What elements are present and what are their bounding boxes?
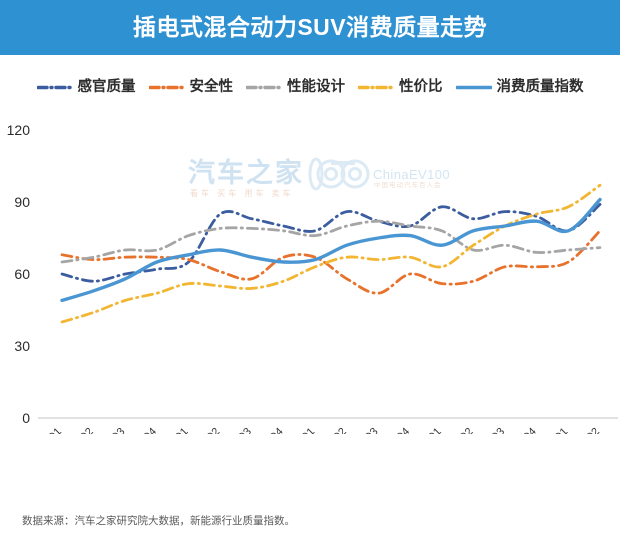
- x-axis-tick-2023Q2: 2023Q2: [566, 426, 602, 434]
- line-chart-svg: 0 30 60 90 120 2019Q12019Q22019Q32019Q42020Q1…: [7, 122, 618, 434]
- x-axis-tick-2019Q1: 2019Q1: [28, 426, 64, 434]
- svg-text:2022Q3: 2022Q3: [471, 426, 507, 434]
- series-line-安全性: [60, 229, 602, 295]
- x-axis-tick-2021Q3: 2021Q3: [344, 426, 380, 434]
- svg-text:2020Q3: 2020Q3: [218, 426, 254, 434]
- series-line-感官质量: [60, 203, 602, 283]
- x-axis-tick-2022Q3: 2022Q3: [471, 426, 507, 434]
- x-axis-tick-2021Q4: 2021Q4: [376, 426, 412, 434]
- series-line-消费质量指数: [60, 197, 602, 303]
- legend-swatch-3: [246, 85, 282, 89]
- source-note: 数据来源：汽车之家研究院大数据，新能源行业质量指数。: [22, 515, 295, 527]
- y-axis-tick-120: 120: [7, 122, 31, 138]
- legend-item-3[interactable]: 性能设计: [246, 80, 345, 95]
- x-axis-tick-2020Q4: 2020Q4: [249, 426, 285, 434]
- legend-item-5[interactable]: 消费质量指数: [455, 78, 584, 95]
- svg-text:2019Q3: 2019Q3: [91, 426, 127, 434]
- svg-text:2022Q2: 2022Q2: [439, 426, 475, 434]
- svg-text:2020Q4: 2020Q4: [249, 426, 285, 434]
- svg-text:2019Q4: 2019Q4: [123, 426, 159, 434]
- legend-swatch-5: [455, 85, 492, 89]
- x-axis-tick-2021Q2: 2021Q2: [313, 426, 349, 434]
- legend-label-5: 消费质量指数: [496, 78, 584, 95]
- x-axis-tick-2020Q2: 2020Q2: [186, 426, 222, 434]
- legend-swatch-2: [148, 85, 185, 89]
- y-axis-tick-30: 30: [14, 338, 30, 354]
- svg-text:2023Q1: 2023Q1: [534, 426, 570, 434]
- legend-label-4: 性价比: [399, 78, 443, 95]
- x-axis-tick-2022Q2: 2022Q2: [439, 426, 475, 434]
- plot-area: 0 30 60 90 120 2019Q12019Q22019Q32019Q42020Q1…: [0, 104, 620, 434]
- x-axis-tick-2020Q3: 2020Q3: [218, 426, 254, 434]
- legend-label-3: 性能设计: [287, 78, 345, 95]
- y-axis-tick-0: 0: [22, 410, 30, 426]
- svg-text:2022Q4: 2022Q4: [503, 426, 539, 434]
- legend-swatch-4: [358, 85, 394, 89]
- x-axis-tick-2021Q1: 2021Q1: [281, 426, 317, 434]
- header-bar: 插电式混合动力SUV消费质量走势: [0, 0, 620, 55]
- legend-label-1: 感官质量: [77, 78, 136, 95]
- y-axis-tick-60: 60: [14, 266, 30, 282]
- svg-text:2020Q1: 2020Q1: [155, 426, 191, 434]
- svg-text:2021Q4: 2021Q4: [376, 426, 412, 434]
- legend-label-2: 安全性: [189, 78, 234, 95]
- svg-text:2019Q1: 2019Q1: [28, 426, 64, 434]
- x-axis-tick-2019Q4: 2019Q4: [123, 426, 159, 434]
- svg-text:2021Q1: 2021Q1: [281, 426, 317, 434]
- svg-text:2023Q2: 2023Q2: [566, 426, 602, 434]
- x-axis-tick-2022Q1: 2022Q1: [408, 426, 444, 434]
- legend-item-1[interactable]: 感官质量: [36, 78, 136, 95]
- svg-text:2019Q2: 2019Q2: [60, 426, 96, 434]
- svg-text:2022Q1: 2022Q1: [408, 426, 444, 434]
- svg-text:2020Q2: 2020Q2: [186, 426, 222, 434]
- legend-item-4[interactable]: 性价比: [358, 80, 443, 95]
- y-axis-tick-90: 90: [14, 194, 30, 210]
- legend-item-2[interactable]: 安全性: [148, 78, 234, 95]
- x-axis-tick-2022Q4: 2022Q4: [503, 426, 539, 434]
- series-line-性能设计: [60, 219, 602, 264]
- x-axis-tick-2019Q3: 2019Q3: [91, 426, 127, 434]
- svg-text:2021Q3: 2021Q3: [344, 426, 380, 434]
- svg-text:2021Q2: 2021Q2: [313, 426, 349, 434]
- page-title: 插电式混合动力SUV消费质量走势: [132, 14, 488, 40]
- x-axis-tick-2023Q1: 2023Q1: [534, 426, 570, 434]
- chart-legend: 感官质量 安全性 性能设计 性价比 消费质量指数: [0, 72, 620, 102]
- x-axis-tick-2020Q1: 2020Q1: [155, 426, 191, 434]
- x-axis-tick-2019Q2: 2019Q2: [60, 426, 96, 434]
- legend-swatch-1: [36, 85, 73, 89]
